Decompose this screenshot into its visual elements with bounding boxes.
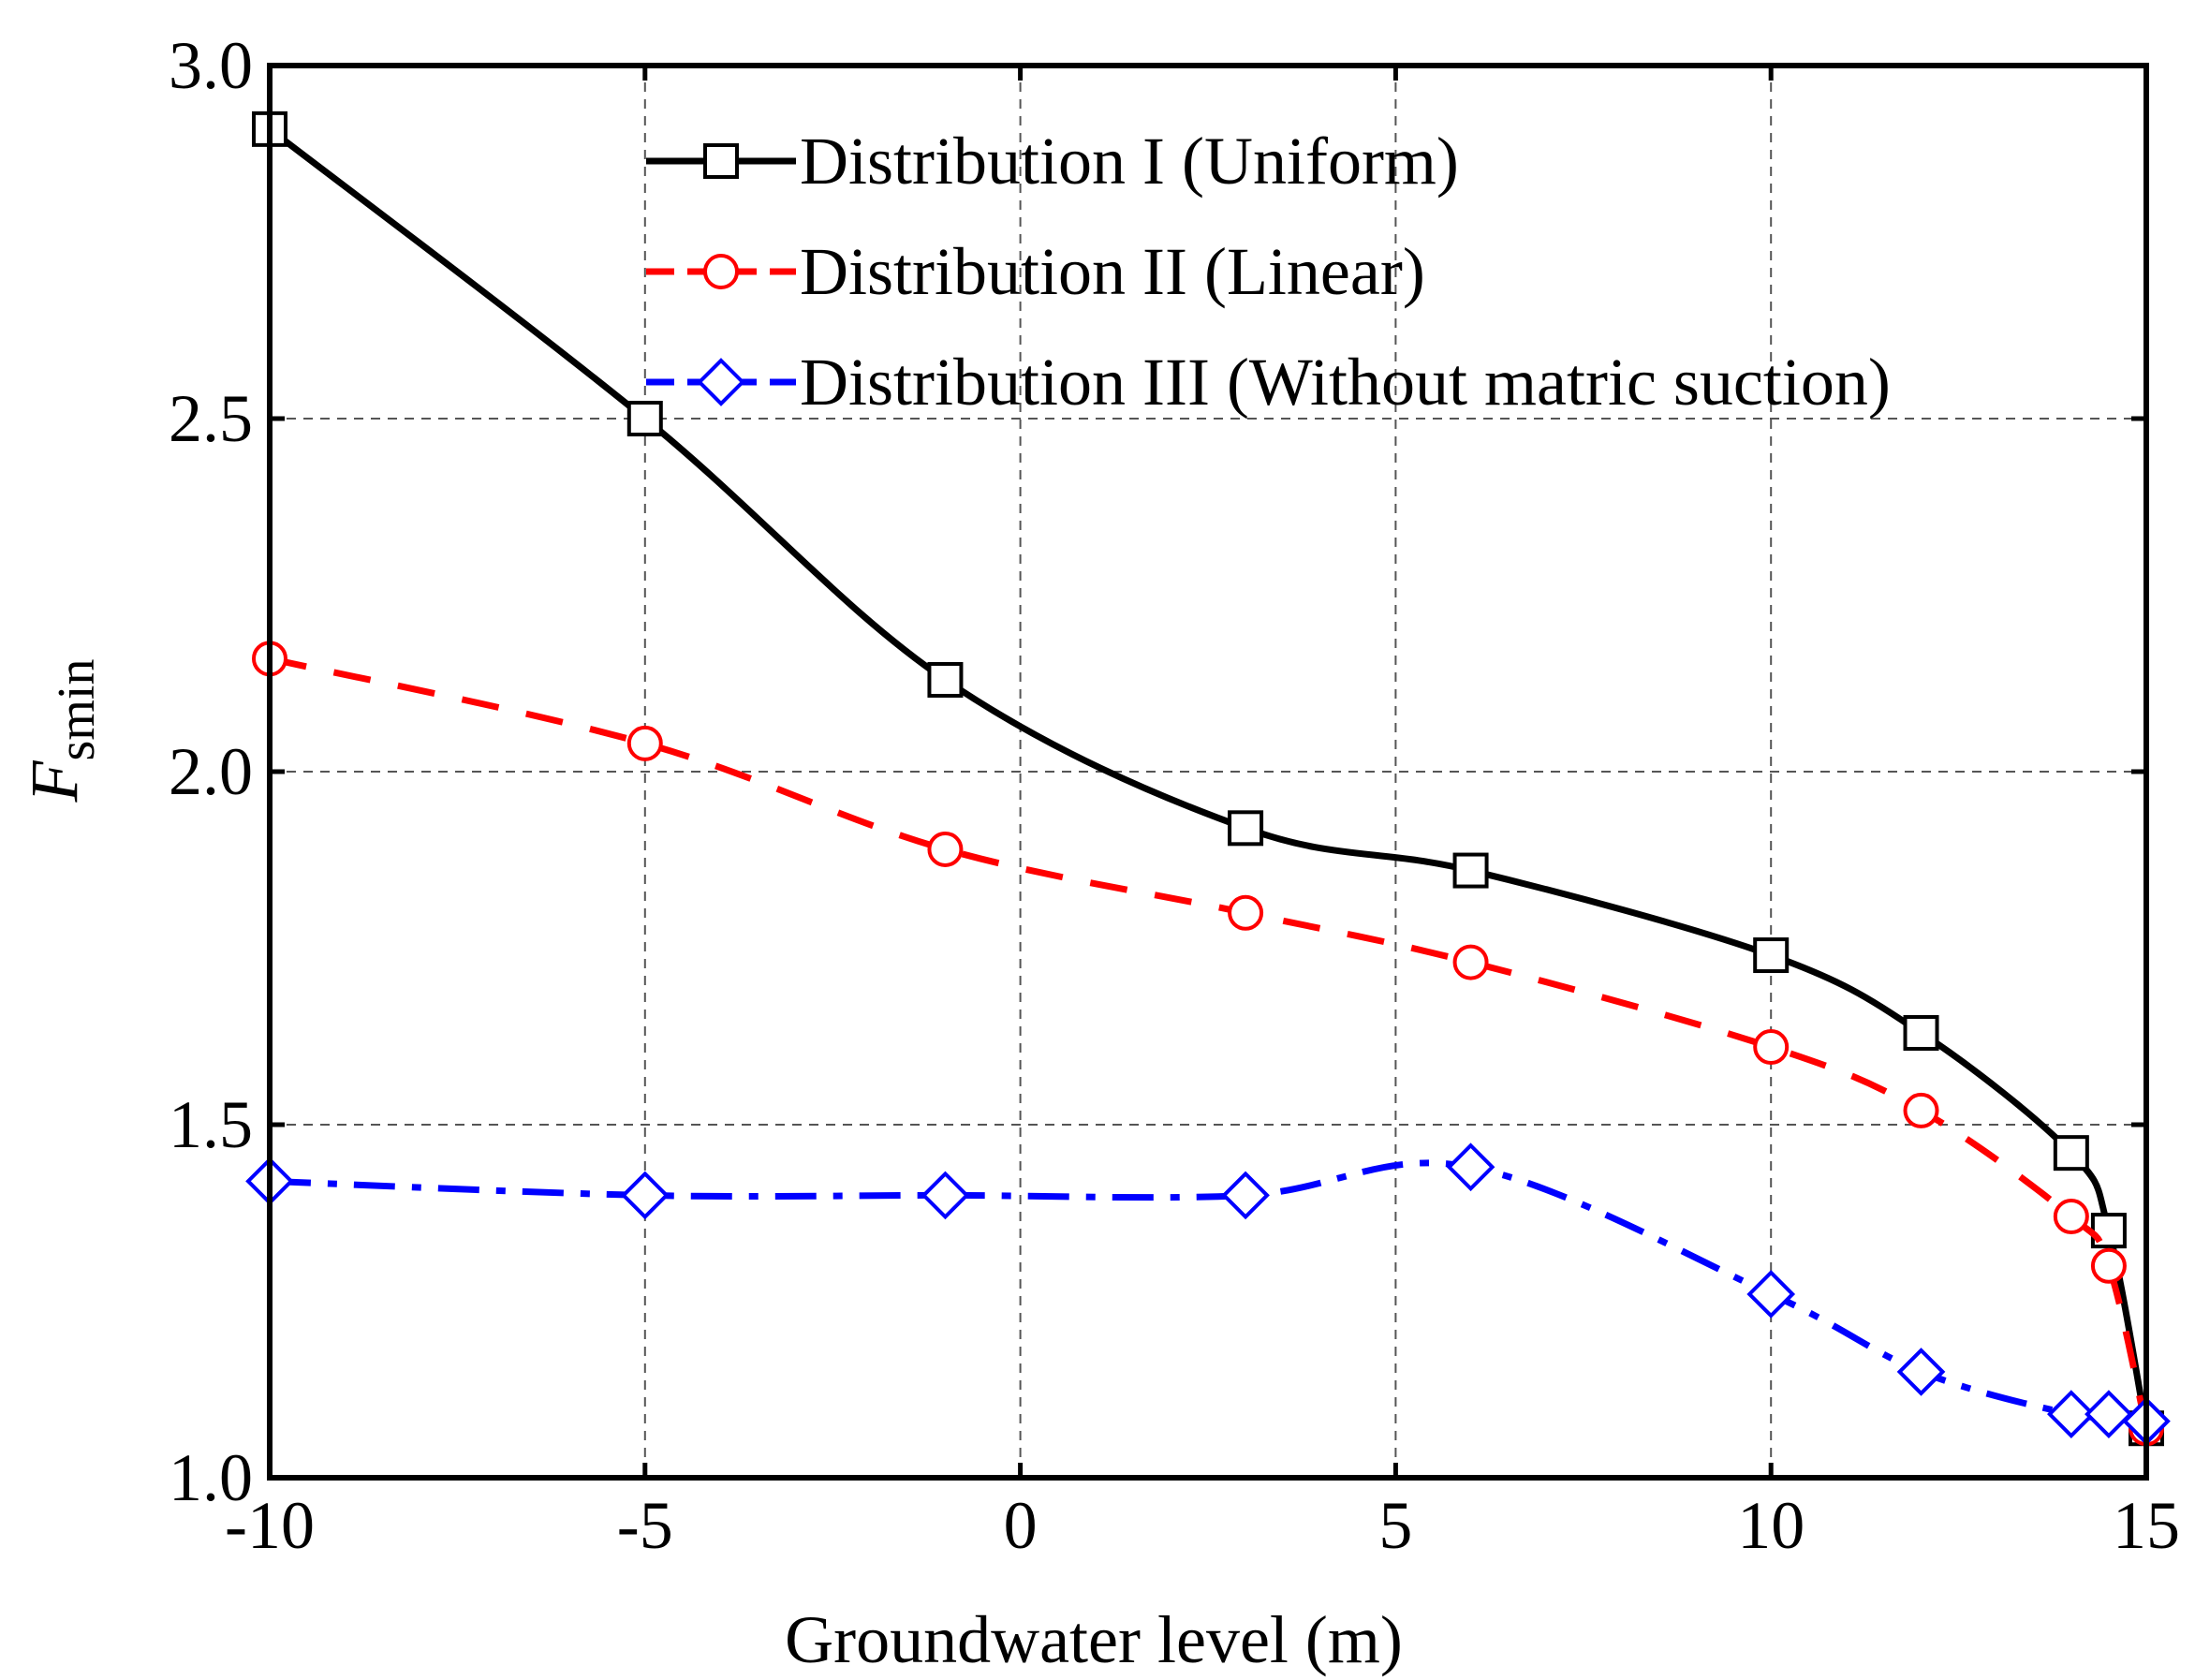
y-axis-title: Fsmin: [17, 659, 106, 803]
y-axis-title-main: F: [17, 759, 92, 803]
data-point-i: [1753, 937, 1790, 974]
data-point-ii: [1753, 1029, 1790, 1066]
data-point-ii: [1228, 894, 1264, 931]
data-point-iii: [2085, 1390, 2133, 1438]
data-point-iii: [620, 1171, 670, 1220]
y-tick-label: 1.5: [169, 1087, 253, 1162]
x-tick-label: 10: [1737, 1488, 1805, 1563]
legend-marker-i: [703, 143, 739, 179]
data-point-ii: [2090, 1247, 2127, 1284]
data-point-iii: [921, 1171, 970, 1220]
series-line-iii: [269, 1159, 2147, 1425]
data-point-iii: [1746, 1270, 1796, 1319]
data-point-i: [626, 401, 663, 436]
y-tick-label: 1.0: [169, 1440, 253, 1515]
data-point-ii: [2053, 1199, 2089, 1235]
y-tick-label: 2.5: [169, 381, 253, 456]
x-tick-label: -10: [225, 1488, 315, 1563]
y-axis-title-subscript: smin: [48, 659, 106, 761]
legend-marker-iii: [697, 358, 745, 406]
legend-label-ii: Distribution II (Linear): [800, 234, 1425, 309]
legend: Distribution I (Uniform) Distribution II …: [646, 124, 1891, 420]
x-tick-label: 5: [1378, 1488, 1412, 1563]
y-tick-label: 3.0: [169, 28, 253, 103]
legend-label-i: Distribution I (Uniform): [800, 124, 1459, 199]
data-point-i: [1903, 1014, 1939, 1051]
series-line-i: [267, 126, 2150, 1429]
grid: [270, 66, 2146, 1478]
data-point-ii: [626, 725, 663, 761]
x-tick-label: 15: [2113, 1488, 2180, 1563]
data-point-i: [1228, 810, 1264, 847]
series-line-ii: [269, 655, 2150, 1430]
legend-label-iii: Distribution III (Without matric suction…: [800, 345, 1891, 420]
data-point-ii: [1903, 1092, 1939, 1128]
data-point-i: [927, 661, 964, 698]
data-point-iii: [2047, 1390, 2096, 1438]
data-point-i: [2053, 1135, 2089, 1172]
x-tick-label: -5: [617, 1488, 673, 1563]
x-tick-label: 0: [1004, 1488, 1038, 1563]
data-point-iii: [1446, 1142, 1495, 1192]
y-tick-label: 2.0: [169, 734, 253, 809]
x-axis-title: Groundwater level (m): [785, 1602, 1403, 1677]
axis-ticks: -10 -5 0 5 10 15 1.0 1.5 2.0 2.5 3.0: [169, 28, 2180, 1563]
svg-text:Fsmin: Fsmin: [17, 659, 106, 803]
data-point-ii: [1452, 944, 1489, 980]
data-point-iii: [1221, 1171, 1270, 1220]
data-point-iii: [1896, 1348, 1946, 1396]
data-point-ii: [927, 831, 964, 867]
plot-area: [245, 111, 2171, 1447]
legend-marker-ii: [703, 254, 739, 289]
data-point-i: [1452, 852, 1489, 889]
